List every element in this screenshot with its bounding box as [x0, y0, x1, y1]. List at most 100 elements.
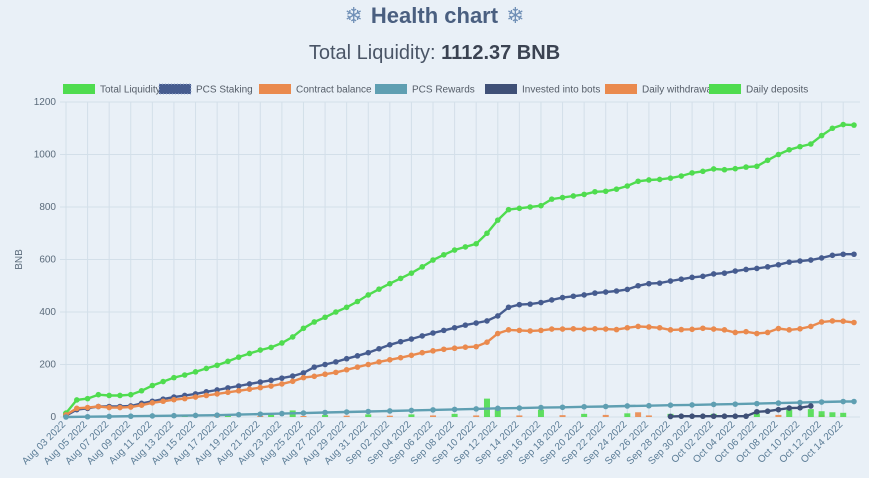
- data-point: [214, 387, 220, 393]
- data-point: [829, 125, 836, 132]
- data-point: [257, 411, 264, 417]
- bar: [300, 415, 307, 417]
- data-point: [581, 403, 587, 410]
- data-point: [689, 413, 695, 420]
- data-point: [279, 381, 285, 387]
- data-point: [408, 270, 415, 276]
- data-point: [516, 327, 523, 334]
- bar: [322, 414, 329, 417]
- bar: [818, 411, 825, 417]
- data-point: [613, 326, 620, 333]
- data-point: [408, 352, 415, 359]
- data-point: [95, 403, 102, 410]
- legend-swatch: [485, 84, 517, 94]
- data-point: [797, 143, 803, 150]
- chart-header: ❄ Health chart ❄ Total Liquidity: 1112.3…: [0, 0, 869, 66]
- data-point: [387, 356, 393, 363]
- data-point: [559, 404, 566, 411]
- data-point: [678, 173, 685, 179]
- data-point: [430, 330, 436, 336]
- data-point: [775, 151, 782, 158]
- data-point: [797, 399, 803, 406]
- data-point: [851, 398, 857, 405]
- data-point: [279, 375, 285, 381]
- data-point: [829, 318, 836, 324]
- data-point: [570, 193, 577, 199]
- legend-swatch: [158, 83, 192, 95]
- bar: [430, 415, 437, 417]
- series-pcs-staking: [63, 251, 857, 419]
- data-point: [656, 280, 663, 286]
- data-point: [225, 385, 231, 391]
- data-point: [667, 402, 674, 408]
- data-point: [127, 391, 134, 398]
- data-point: [257, 347, 264, 353]
- data-point: [441, 251, 447, 258]
- legend-swatch: [259, 84, 291, 94]
- bar: [473, 415, 480, 417]
- data-point: [700, 413, 706, 420]
- data-point: [721, 413, 728, 420]
- bar: [365, 414, 372, 417]
- data-point: [764, 157, 771, 164]
- data-point: [700, 273, 706, 280]
- data-point: [171, 374, 177, 381]
- data-point: [732, 268, 739, 274]
- data-point: [743, 266, 749, 273]
- data-point: [451, 345, 458, 352]
- bar: [581, 413, 588, 417]
- data-point: [268, 383, 274, 389]
- data-point: [451, 247, 458, 253]
- data-point: [408, 407, 415, 414]
- data-point: [192, 394, 199, 400]
- data-point: [710, 166, 717, 172]
- data-point: [635, 178, 641, 185]
- data-point: [257, 379, 264, 385]
- legend-item: Daily deposits: [709, 84, 808, 96]
- data-point: [376, 359, 382, 365]
- data-point: [73, 397, 80, 403]
- data-point: [246, 381, 253, 387]
- data-point: [462, 244, 469, 250]
- data-point: [851, 251, 857, 258]
- bar: [807, 409, 814, 417]
- bar: [635, 412, 642, 417]
- data-point: [473, 343, 479, 350]
- data-point: [333, 369, 339, 376]
- data-point: [117, 392, 123, 399]
- data-point: [343, 409, 350, 415]
- data-point: [635, 323, 641, 330]
- data-point: [214, 412, 220, 418]
- data-point: [397, 354, 404, 361]
- data-point: [149, 413, 156, 419]
- data-point: [602, 326, 609, 332]
- data-point: [743, 328, 749, 335]
- data-point: [311, 319, 318, 325]
- data-point: [127, 413, 134, 420]
- data-point: [138, 387, 145, 394]
- series-contract-balance: [63, 318, 857, 418]
- data-point: [548, 196, 555, 202]
- data-point: [354, 364, 361, 370]
- data-point: [829, 252, 836, 259]
- data-point: [775, 400, 782, 406]
- data-point: [818, 255, 825, 261]
- data-point: [527, 204, 533, 210]
- data-point: [851, 122, 857, 128]
- data-point: [570, 293, 577, 300]
- data-point: [333, 359, 339, 365]
- data-point: [246, 350, 253, 357]
- data-point: [300, 410, 307, 416]
- data-point: [840, 121, 847, 128]
- data-point: [527, 328, 533, 334]
- grid-lines: [60, 101, 860, 418]
- data-point: [171, 412, 177, 419]
- data-point: [818, 399, 825, 405]
- data-point: [721, 166, 728, 173]
- data-point: [192, 412, 199, 419]
- data-point: [235, 387, 242, 394]
- data-point: [548, 297, 555, 303]
- data-point: [505, 206, 512, 213]
- data-point: [441, 346, 447, 353]
- data-point: [592, 326, 598, 332]
